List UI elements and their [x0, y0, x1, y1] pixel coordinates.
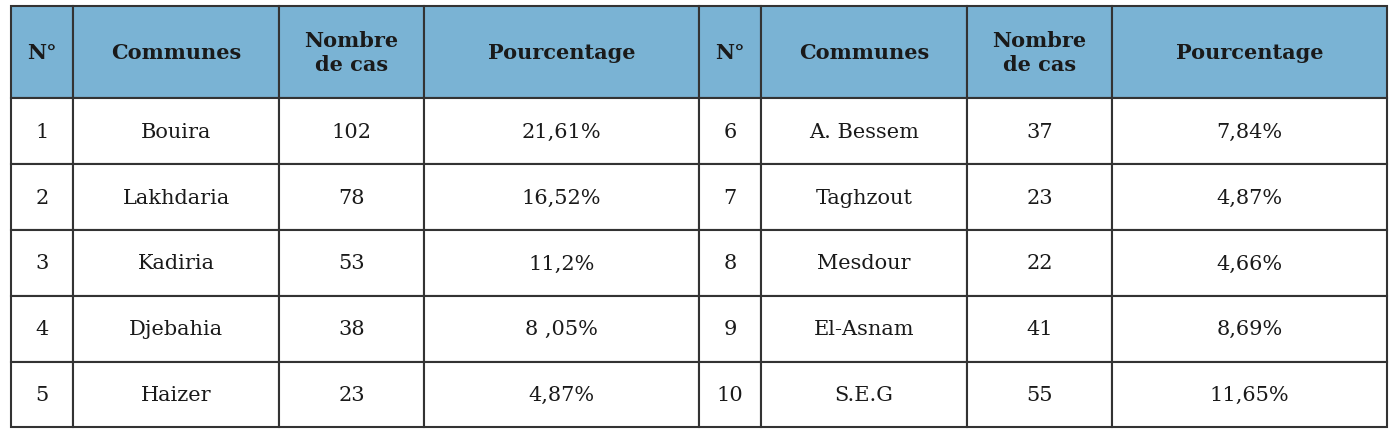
Bar — [11, 296, 73, 362]
Bar — [1111, 165, 1387, 230]
Text: N°: N° — [716, 43, 745, 63]
Bar — [280, 296, 424, 362]
Bar — [424, 165, 699, 230]
Text: 53: 53 — [338, 254, 365, 273]
Text: Nombre
de cas: Nombre de cas — [993, 30, 1086, 75]
Bar — [280, 362, 424, 427]
Bar — [967, 362, 1111, 427]
Text: Djebahia: Djebahia — [129, 319, 224, 339]
Text: 7,84%: 7,84% — [1216, 122, 1282, 141]
Text: Pourcentage: Pourcentage — [1176, 43, 1323, 63]
Text: 8 ,05%: 8 ,05% — [526, 319, 598, 339]
Text: A. Bessem: A. Bessem — [809, 122, 918, 141]
Bar — [967, 7, 1111, 99]
Bar — [761, 99, 967, 165]
Text: 4,66%: 4,66% — [1216, 254, 1282, 273]
Text: 23: 23 — [1026, 188, 1053, 207]
Text: 4,87%: 4,87% — [528, 385, 594, 404]
Bar — [424, 296, 699, 362]
Text: 102: 102 — [331, 122, 372, 141]
Text: 4: 4 — [35, 319, 49, 339]
Text: 8: 8 — [723, 254, 737, 273]
Bar — [73, 7, 280, 99]
Text: Communes: Communes — [798, 43, 930, 63]
Text: Nombre
de cas: Nombre de cas — [305, 30, 398, 75]
Text: Pourcentage: Pourcentage — [488, 43, 635, 63]
Text: 41: 41 — [1026, 319, 1053, 339]
Bar — [424, 99, 699, 165]
Bar — [73, 296, 280, 362]
Text: 23: 23 — [338, 385, 365, 404]
Bar — [11, 7, 73, 99]
Bar — [11, 230, 73, 296]
Bar — [11, 362, 73, 427]
Bar — [1111, 7, 1387, 99]
Text: 55: 55 — [1026, 385, 1053, 404]
Bar — [73, 99, 280, 165]
Bar — [967, 230, 1111, 296]
Text: S.E.G: S.E.G — [835, 385, 893, 404]
Bar — [73, 230, 280, 296]
Text: 16,52%: 16,52% — [521, 188, 601, 207]
Bar — [699, 7, 761, 99]
Text: 4,87%: 4,87% — [1216, 188, 1282, 207]
Text: El-Asnam: El-Asnam — [814, 319, 914, 339]
Text: 6: 6 — [723, 122, 737, 141]
Bar — [424, 7, 699, 99]
Text: 10: 10 — [717, 385, 744, 404]
Bar — [761, 362, 967, 427]
Text: 5: 5 — [35, 385, 49, 404]
Bar — [73, 165, 280, 230]
Bar — [699, 99, 761, 165]
Text: 2: 2 — [35, 188, 49, 207]
Bar — [424, 230, 699, 296]
Text: 37: 37 — [1026, 122, 1053, 141]
Text: N°: N° — [28, 43, 57, 63]
Text: Haizer: Haizer — [141, 385, 211, 404]
Bar — [1111, 99, 1387, 165]
Bar — [11, 99, 73, 165]
Text: 8,69%: 8,69% — [1216, 319, 1282, 339]
Bar — [280, 165, 424, 230]
Bar — [967, 296, 1111, 362]
Text: 21,61%: 21,61% — [521, 122, 601, 141]
Text: 38: 38 — [338, 319, 365, 339]
Text: 22: 22 — [1026, 254, 1053, 273]
Text: 1: 1 — [35, 122, 49, 141]
Bar — [761, 7, 967, 99]
Bar — [967, 99, 1111, 165]
Bar — [761, 165, 967, 230]
Bar — [1111, 230, 1387, 296]
Bar — [699, 230, 761, 296]
Bar — [1111, 296, 1387, 362]
Text: Mesdour: Mesdour — [818, 254, 911, 273]
Text: 7: 7 — [723, 188, 737, 207]
Text: 11,65%: 11,65% — [1209, 385, 1289, 404]
Bar — [280, 230, 424, 296]
Bar — [424, 362, 699, 427]
Bar — [699, 165, 761, 230]
Bar — [699, 296, 761, 362]
Bar — [11, 165, 73, 230]
Bar — [280, 99, 424, 165]
Text: 11,2%: 11,2% — [528, 254, 594, 273]
Bar — [761, 230, 967, 296]
Text: 3: 3 — [35, 254, 49, 273]
Bar — [280, 7, 424, 99]
Text: Taghzout: Taghzout — [815, 188, 913, 207]
Bar — [761, 296, 967, 362]
Bar — [73, 362, 280, 427]
Text: 9: 9 — [723, 319, 737, 339]
Text: Bouira: Bouira — [141, 122, 211, 141]
Text: Communes: Communes — [110, 43, 242, 63]
Text: 78: 78 — [338, 188, 365, 207]
Bar — [1111, 362, 1387, 427]
Text: Kadiria: Kadiria — [138, 254, 215, 273]
Bar — [967, 165, 1111, 230]
Text: Lakhdaria: Lakhdaria — [123, 188, 229, 207]
Bar — [699, 362, 761, 427]
